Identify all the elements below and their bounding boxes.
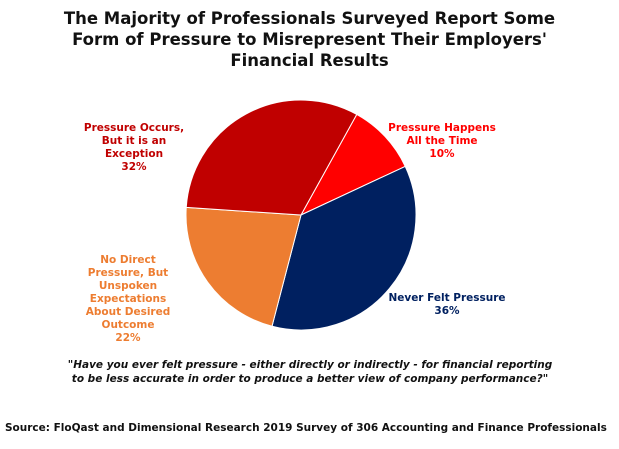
slice-label-unspoken: No Direct Pressure, But Unspoken Expecta… [72, 254, 184, 345]
source-note: Source: FloQast and Dimensional Research… [5, 422, 607, 434]
slice-label-text: Pressure Occurs, But it is an Exception [83, 122, 185, 160]
survey-question: "Have you ever felt pressure - either di… [67, 359, 553, 385]
pie-slice-0 [299, 113, 406, 217]
slice-label-value: 22% [115, 332, 141, 344]
slice-label-never: Never Felt Pressure 36% [382, 292, 512, 318]
slice-label-value: 36% [434, 305, 460, 317]
slice-label-text: No Direct Pressure, But Unspoken Expecta… [85, 254, 171, 331]
chart-title: The Majority of Professionals Surveyed R… [63, 9, 556, 70]
slice-label-exception: Pressure Occurs, But it is an Exception … [74, 122, 194, 174]
slice-label-value: 32% [121, 161, 147, 173]
slice-label-always: Pressure Happens All the Time 10% [382, 122, 502, 161]
pie-slice-1 [271, 165, 417, 331]
pie-slice-2 [185, 206, 302, 327]
slice-label-text: Pressure Happens All the Time [388, 122, 496, 147]
slice-label-text: Never Felt Pressure [388, 292, 506, 304]
slice-label-value: 10% [429, 148, 455, 160]
pie-slice-3 [185, 99, 358, 216]
